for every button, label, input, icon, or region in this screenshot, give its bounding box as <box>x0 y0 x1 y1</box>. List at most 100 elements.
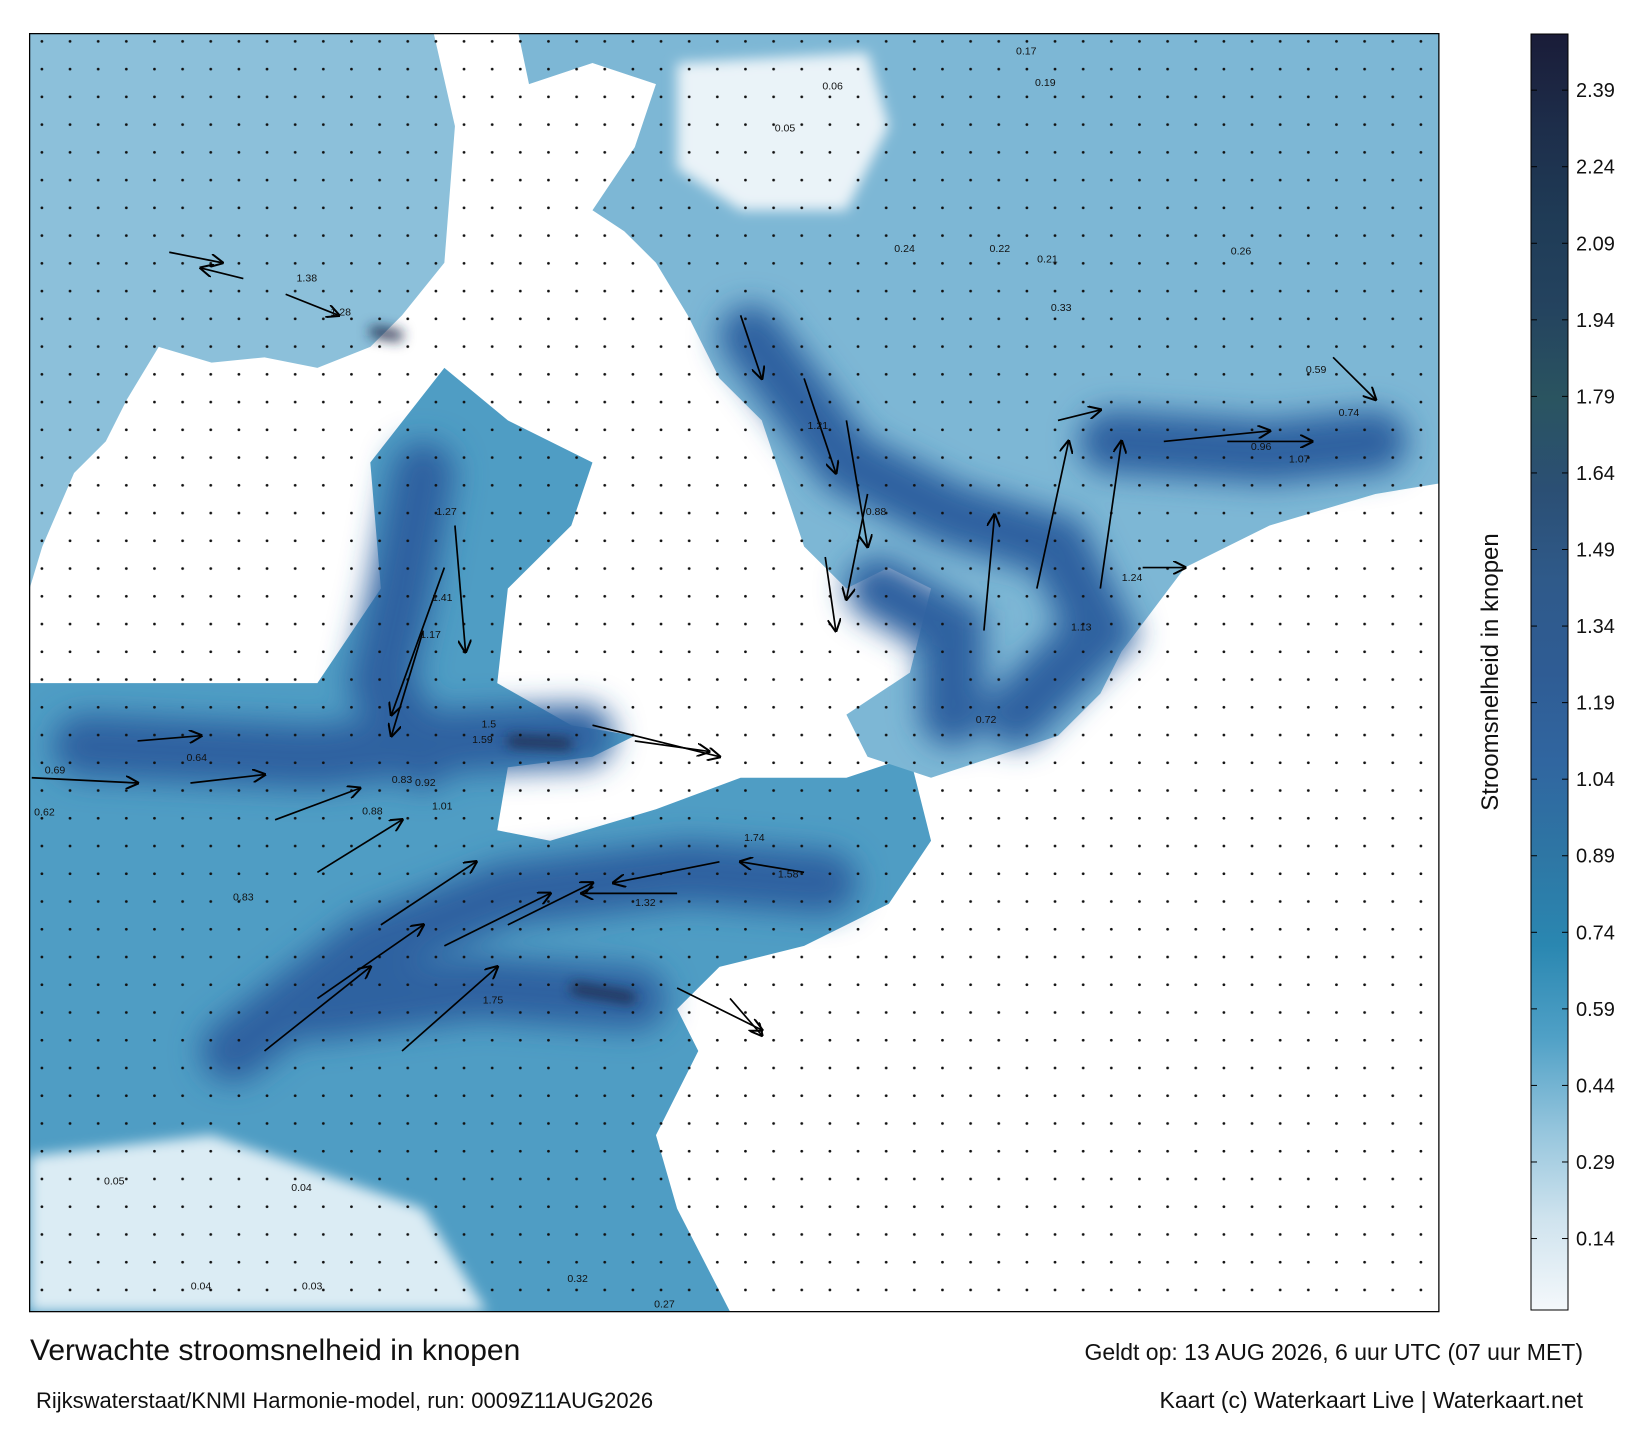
map-label: 1.74 <box>744 832 765 844</box>
current-arrow <box>741 862 805 874</box>
current-arrow <box>729 997 762 1035</box>
map-label: 1.75 <box>483 995 504 1007</box>
current-arrow <box>274 788 360 821</box>
map-label: 1.38 <box>297 273 318 285</box>
colorbar-tick-label: 0.74 <box>1576 922 1615 944</box>
current-arrow <box>803 378 836 473</box>
map-label: 1.01 <box>432 800 453 812</box>
map-label: 0.74 <box>1339 407 1360 419</box>
map-label: 0.83 <box>392 774 413 786</box>
map-label: 0.22 <box>990 243 1011 255</box>
current-arrow <box>391 630 425 736</box>
map-label: 0.27 <box>654 1298 675 1310</box>
map-label: 0.83 <box>233 892 254 904</box>
map-label: 0.92 <box>415 777 436 789</box>
current-arrow <box>380 862 476 926</box>
map-label: 0.05 <box>104 1176 125 1188</box>
map-label: 0.17 <box>1016 46 1037 58</box>
map-label: 1.07 <box>1289 453 1310 465</box>
current-arrow <box>316 925 423 1000</box>
current-arrow <box>201 268 244 280</box>
current-arrow <box>983 515 995 631</box>
colorbar-tick-label: 0.89 <box>1576 846 1615 868</box>
subtitle: Rijkswaterstaat/KNMI Harmonie-model, run… <box>36 1388 653 1413</box>
map-label: 0.04 <box>291 1182 312 1194</box>
current-arrow <box>739 315 762 378</box>
map-label: 0.59 <box>1306 364 1327 376</box>
colorbar-tick-label: 1.34 <box>1576 616 1615 638</box>
current-arrow <box>263 967 371 1052</box>
current-arrow <box>614 860 720 883</box>
colorbar-bar <box>1530 33 1569 1311</box>
colorbar-tick-label: 0.14 <box>1576 1229 1615 1251</box>
current-arrow <box>285 293 339 315</box>
map-body: 1.381.281.271.411.171.591.50.83 0.921.010… <box>29 33 1439 1312</box>
map-label: 1.59 <box>472 734 493 746</box>
colorbar-tick-label: 0.59 <box>1576 999 1615 1021</box>
map-label: 0.19 <box>1035 77 1056 89</box>
map-label: 1.21 <box>808 420 829 432</box>
colorbar-tick-label: 0.44 <box>1576 1075 1615 1097</box>
map-label: 0.64 <box>187 752 208 764</box>
colorbar-tick-label: 0.29 <box>1576 1152 1615 1174</box>
map-label: 1.5 <box>481 718 496 730</box>
current-arrow <box>846 493 869 599</box>
current-arrow <box>1099 441 1121 589</box>
current-arrow <box>169 251 222 263</box>
map-label: 0.69 <box>45 765 66 777</box>
colorbar-tick-label: 1.49 <box>1576 540 1615 562</box>
current-arrow <box>824 556 836 631</box>
current-arrow <box>1036 441 1069 589</box>
colorbar-tick-label: 1.64 <box>1576 463 1615 485</box>
map-label: 1.13 <box>1071 622 1092 634</box>
current-arrow <box>443 893 550 947</box>
current-arrow <box>391 567 446 715</box>
colorbar-tick-label: 1.19 <box>1576 693 1615 715</box>
map-label: 0.26 <box>1231 245 1252 257</box>
map-label: 1.58 <box>778 869 799 881</box>
map-frame <box>28 33 1440 1313</box>
title: Verwachte stroomsnelheid in knopen <box>30 1334 520 1367</box>
current-arrow <box>137 736 201 741</box>
current-arrow <box>676 987 762 1030</box>
map-label: 0.05 <box>775 122 796 134</box>
map-label: 0.88 <box>362 806 383 818</box>
current-arrow <box>1057 410 1100 422</box>
map-label: 1.17 <box>420 629 441 641</box>
map-label: 1.32 <box>635 897 656 909</box>
current-arrow <box>845 420 867 546</box>
map-label: 1.27 <box>436 506 457 518</box>
current-arrow <box>401 967 497 1052</box>
map-label: 0.32 <box>567 1273 588 1285</box>
current-arrow <box>507 883 593 926</box>
map-label: 0.72 <box>976 714 997 726</box>
colorbar-tick-label: 1.04 <box>1576 769 1615 791</box>
map-label: 0.96 <box>1251 441 1272 453</box>
colorbar-tick-label: 2.39 <box>1576 80 1615 102</box>
valid-time: Geldt op: 13 AUG 2026, 6 uur UTC (07 uur… <box>1084 1339 1583 1365</box>
map-label: 1.24 <box>1122 572 1143 584</box>
map-label: 0.04 <box>191 1281 212 1293</box>
map: 1.381.281.271.411.171.591.50.83 0.921.010… <box>28 33 1440 1313</box>
map-label: 0.24 <box>894 243 915 255</box>
credit: Kaart (c) Waterkaart Live | Waterkaart.n… <box>1159 1387 1583 1413</box>
map-label: 0.03 <box>302 1281 323 1293</box>
arrows <box>31 251 1376 1052</box>
current-arrow <box>31 778 138 783</box>
current-arrow <box>1332 356 1375 399</box>
current-arrow <box>454 525 466 652</box>
colorbar-tick-label: 1.79 <box>1576 386 1615 408</box>
colorbar: Stroomsnelheid in knopen 0.14 0.29 0.44 0.5… <box>1477 33 1615 1311</box>
map-label: 0.06 <box>822 80 843 92</box>
current-arrow <box>1163 431 1270 443</box>
colorbar-tick-label: 2.09 <box>1576 233 1615 255</box>
current-arrow <box>190 775 264 784</box>
current-arrow <box>316 820 402 874</box>
map-label: 1.41 <box>432 592 453 604</box>
map-label: 0.62 <box>34 807 55 819</box>
colorbar-label: Stroomsnelheid in knopen <box>1477 533 1504 811</box>
map-labels: 1.381.281.271.411.171.591.50.83 0.921.010… <box>34 46 1359 1311</box>
current-arrow <box>634 740 709 752</box>
grid-dots <box>29 33 1439 1312</box>
